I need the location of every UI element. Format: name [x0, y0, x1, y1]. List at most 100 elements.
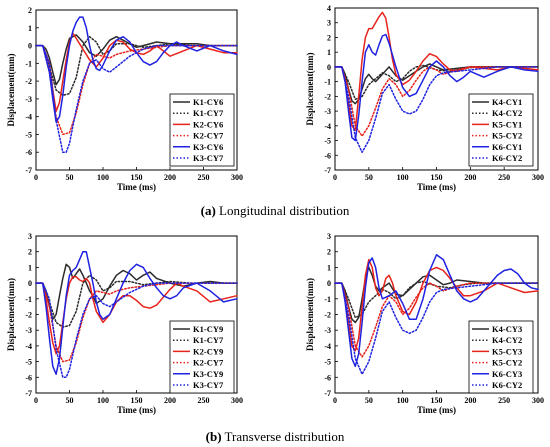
y-tick-label: -1 — [25, 59, 32, 68]
y-tick-label: 2 — [28, 248, 32, 257]
chart-panel-2: 0 50 100 150 200 250 300 -7 -6 -5 -4 -3 -2 -1 0 1 2 3 4 Tim… — [305, 4, 544, 192]
legend-label: K4-CY2 — [492, 108, 522, 118]
caption-b-text: Transverse distribution — [221, 429, 345, 444]
y-tick-label: -4 — [324, 122, 331, 131]
x-tick-label: 200 — [164, 173, 176, 182]
legend-label: K3-CY9 — [193, 369, 223, 379]
legend-label: K1-CY9 — [193, 324, 223, 334]
x-tick-label: 300 — [532, 173, 544, 182]
y-tick-label: -7 — [25, 389, 32, 398]
series-line-k5-cy2 — [334, 282, 539, 358]
series-line-k6-cy1 — [334, 33, 539, 142]
x-tick-label: 100 — [97, 396, 109, 405]
y-tick-label: -1 — [324, 78, 331, 87]
series-line-k1-cy7 — [35, 274, 238, 328]
legend-label: K5-CY1 — [492, 119, 522, 129]
y-tick-label: -6 — [25, 148, 32, 157]
legend-label: K6-CY2 — [492, 380, 522, 390]
x-axis-label: Time (ms) — [417, 405, 456, 415]
y-tick-label: 1 — [327, 263, 331, 272]
y-axis-label: Displacement(mm) — [305, 278, 315, 351]
legend-label: K3-CY7 — [193, 380, 224, 390]
y-tick-label: -7 — [324, 389, 331, 398]
x-tick-label: 200 — [464, 396, 476, 405]
x-tick-label: 100 — [397, 173, 409, 182]
x-tick-label: 0 — [333, 396, 337, 405]
x-tick-label: 50 — [365, 173, 373, 182]
legend-box — [468, 320, 534, 394]
y-tick-label: -7 — [25, 166, 32, 175]
x-tick-label: 300 — [532, 396, 544, 405]
y-tick-label: -4 — [25, 342, 32, 351]
y-tick-label: -6 — [25, 373, 32, 382]
series-line-k5-cy3 — [334, 258, 539, 352]
series-line-k5-cy2 — [334, 66, 539, 137]
caption-a-letter: (a) — [200, 203, 216, 218]
y-tick-label: 0 — [28, 42, 32, 51]
y-tick-label: -3 — [324, 107, 331, 116]
y-tick-label: -2 — [25, 311, 32, 320]
y-tick-label: 2 — [28, 6, 32, 15]
chart-panel-4: 0 50 100 150 200 250 300 -7 -6 -5 -4 -3 -2 -1 0 1 2 3 Time… — [305, 232, 544, 415]
caption-b: (b) Transverse distribution — [0, 429, 550, 445]
series-line-k3-cy7 — [35, 44, 238, 153]
chart-panel-3: 0 50 100 150 200 250 300 -7 -6 -5 -4 -3 -2 -1 0 1 2 3 Time… — [6, 232, 243, 415]
series-line-k1-cy7 — [35, 35, 238, 97]
x-tick-label: 0 — [34, 173, 38, 182]
x-tick-label: 200 — [164, 396, 176, 405]
y-tick-label: -1 — [324, 295, 331, 304]
legend-box — [468, 93, 534, 167]
series-line-k3-cy6 — [35, 16, 238, 123]
x-tick-label: 50 — [365, 396, 373, 405]
y-tick-label: 2 — [327, 248, 331, 257]
y-tick-label: 3 — [327, 19, 331, 28]
legend-label: K3-CY6 — [193, 142, 223, 152]
y-tick-label: 4 — [327, 4, 331, 13]
x-tick-label: 200 — [464, 173, 476, 182]
legend-label: K6-CY3 — [492, 369, 522, 379]
y-tick-label: -5 — [324, 137, 331, 146]
legend-label: K5-CY3 — [492, 346, 522, 356]
y-axis-label: Displacement(mm) — [6, 54, 16, 127]
y-tick-label: 3 — [327, 232, 331, 241]
legend-label: K2-CY9 — [193, 346, 223, 356]
y-tick-label: -5 — [25, 130, 32, 139]
series-line-k2-cy9 — [35, 276, 238, 355]
y-tick-label: 0 — [28, 279, 32, 288]
caption-a: (a) Longitudinal distribution — [0, 203, 550, 219]
legend-label: K2-CY7 — [193, 358, 224, 368]
y-axis-label: Displacement(mm) — [6, 278, 16, 351]
x-axis-label: Time (ms) — [117, 405, 156, 415]
x-tick-label: 50 — [66, 396, 74, 405]
series-line-k6-cy2 — [334, 282, 539, 375]
y-tick-label: -1 — [25, 295, 32, 304]
x-tick-label: 250 — [198, 396, 210, 405]
legend-label: K2-CY6 — [193, 119, 223, 129]
legend-label: K1-CY7 — [193, 335, 224, 345]
y-tick-label: -3 — [25, 95, 32, 104]
legend-label: K1-CY6 — [193, 97, 223, 107]
legend-label: K2-CY7 — [193, 131, 224, 141]
x-tick-label: 0 — [333, 173, 337, 182]
x-axis-label: Time (ms) — [417, 182, 456, 192]
y-tick-label: -6 — [324, 373, 331, 382]
y-tick-label: -3 — [324, 326, 331, 335]
x-axis-label: Time (ms) — [117, 182, 156, 192]
series-line-k3-cy7 — [35, 282, 238, 379]
legend-label: K1-CY7 — [193, 108, 224, 118]
x-tick-label: 100 — [397, 396, 409, 405]
caption-a-text: Longitudinal distribution — [215, 203, 350, 218]
caption-b-letter: (b) — [205, 429, 222, 444]
y-tick-label: 1 — [28, 24, 32, 33]
y-tick-label: -3 — [25, 326, 32, 335]
y-axis-label: Displacement(mm) — [305, 53, 315, 126]
x-tick-label: 150 — [131, 396, 143, 405]
x-tick-label: 150 — [431, 173, 443, 182]
legend-label: K3-CY7 — [193, 153, 224, 163]
y-tick-label: 0 — [327, 279, 331, 288]
